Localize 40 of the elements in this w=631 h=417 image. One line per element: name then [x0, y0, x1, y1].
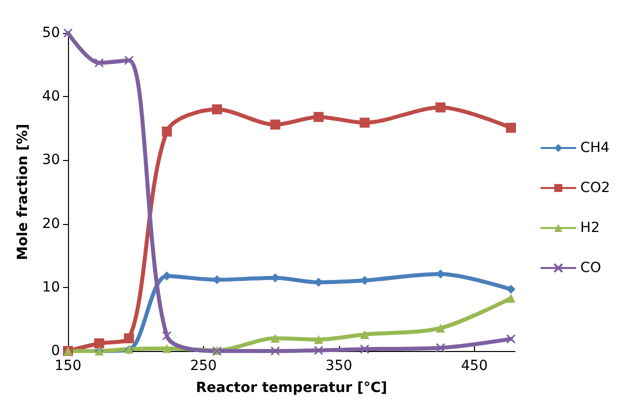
legend-label: CO — [580, 260, 602, 276]
point — [162, 330, 172, 340]
point — [124, 56, 134, 66]
point — [506, 294, 516, 303]
point — [506, 284, 516, 294]
y-tick-label: 0 — [51, 343, 60, 359]
y-tick-label: 50 — [42, 25, 60, 41]
x-tick-label: 150 — [54, 358, 82, 374]
point — [314, 112, 324, 122]
point — [360, 330, 370, 339]
point — [94, 58, 104, 68]
point — [360, 118, 370, 128]
point — [506, 122, 516, 133]
point — [162, 126, 172, 137]
y-tick-label: 20 — [42, 216, 60, 232]
y-tick-label: 40 — [42, 88, 60, 105]
y-tick-label: 30 — [42, 152, 60, 168]
point — [314, 335, 324, 344]
x-tick-label: 450 — [460, 358, 488, 374]
point — [436, 324, 445, 333]
point — [314, 346, 324, 356]
point — [162, 344, 172, 353]
legend-label: CH4 — [580, 140, 610, 156]
point — [94, 338, 104, 348]
point — [506, 334, 516, 344]
point — [124, 333, 134, 344]
point — [270, 120, 280, 130]
point — [270, 346, 280, 356]
point — [212, 104, 222, 114]
point — [270, 334, 280, 343]
legend-label: H2 — [580, 220, 600, 236]
y-tick-label: 10 — [42, 279, 60, 296]
point — [360, 344, 370, 354]
x-tick-label: 350 — [326, 358, 352, 374]
legend-label: CO2 — [580, 180, 610, 196]
point — [436, 102, 446, 112]
x-axis-title: Reactor temperatur [°C] — [196, 380, 388, 396]
y-axis-title: Mole fraction [%] — [15, 124, 31, 260]
x-tick-label: 250 — [190, 358, 217, 374]
point — [436, 343, 446, 353]
